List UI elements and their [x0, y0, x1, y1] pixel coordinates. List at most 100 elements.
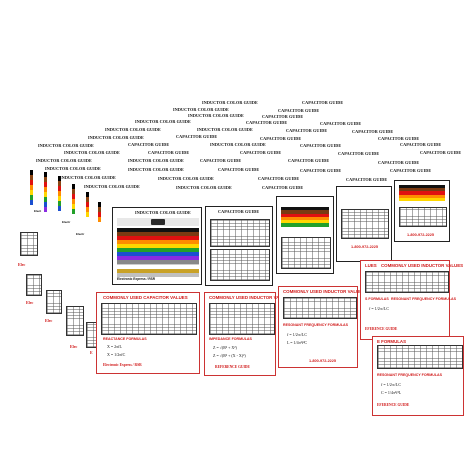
inductor-card-title: INDUCTOR COLOR GUIDE — [135, 210, 191, 215]
inductor-values-table — [209, 303, 275, 335]
title-capacitor-10: CAPACITOR GUIDE — [378, 136, 420, 141]
far-right-formula-1: f = 1/2π√LC — [381, 382, 402, 387]
impedance-title: IMPEDANCE FORMULAS — [209, 337, 252, 341]
capacitor-card-table-1 — [210, 219, 270, 247]
capacitor-card-back: 1-800-972-2225 — [336, 186, 392, 262]
title-inductor-3: INDUCTOR COLOR GUIDE — [188, 113, 244, 118]
inductor-values-title-2: COMMONLY USED INDUCTOR VALUES — [283, 289, 366, 294]
s-formulas-title: S FORMULAS — [365, 297, 389, 301]
title-capacitor-22: CAPACITOR GUIDE — [300, 168, 342, 173]
resonant-card: COMMONLY USED INDUCTOR VALUES RESONANT F… — [278, 286, 365, 368]
title-inductor-18: INDUCTOR COLOR GUIDE — [176, 185, 232, 190]
right-values-card: LUES COMMONLY USED INDUCTOR VALUES S FOR… — [360, 260, 463, 340]
title-capacitor-9: CAPACITOR GUIDE — [260, 136, 302, 141]
inductor-values-title: COMMONLY USED INDUCTOR VALUES — [209, 295, 292, 300]
title-inductor-1: INDUCTOR COLOR GUIDE — [202, 100, 258, 105]
far-right-formula-2: C = 1/4π²f²L — [381, 390, 402, 395]
phone-mid: 1-800-972-2225 — [309, 359, 337, 363]
strip-label-1: Elect — [34, 209, 42, 213]
mini-table-1 — [20, 232, 38, 256]
ref-guide-1: REFERENCE GUIDE — [215, 365, 250, 369]
capacitor-card-table-3 — [281, 237, 331, 269]
capacitor-card-front: CAPACITOR GUIDE — [205, 206, 273, 286]
title-inductor-2: INDUCTOR COLOR GUIDE — [173, 107, 229, 112]
title-inductor-9: INDUCTOR COLOR GUIDE — [210, 142, 266, 147]
strip-label-3: Electr — [76, 232, 85, 236]
right-formula-1: f = 1/2π√LC — [369, 306, 390, 311]
title-capacitor-11: CAPACITOR GUIDE — [128, 142, 170, 147]
reactance-formula-1: X = 2πfL — [107, 344, 122, 349]
far-right-table — [377, 345, 463, 369]
title-capacitor-19: CAPACITOR GUIDE — [288, 158, 330, 163]
title-inductor-13: INDUCTOR COLOR GUIDE — [45, 166, 101, 171]
inductor-card-brand: Electronic Express / RSR — [117, 277, 156, 281]
title-capacitor-1: CAPACITOR GUIDE — [302, 100, 344, 105]
resonant-title-2: RESONANT FREQUENCY FORMULAS — [391, 297, 457, 301]
lues-title: LUES — [365, 263, 377, 268]
title-inductor-11: INDUCTOR COLOR GUIDE — [36, 158, 92, 163]
inductor-values-title-3: COMMONLY USED INDUCTOR VALUES — [381, 263, 464, 268]
capacitor-color-block-2 — [399, 185, 445, 201]
title-capacitor-12: CAPACITOR GUIDE — [300, 143, 342, 148]
title-capacitor-16: CAPACITOR GUIDE — [338, 151, 380, 156]
title-inductor-14: INDUCTOR COLOR GUIDE — [128, 167, 184, 172]
capacitor-card-table-2 — [210, 249, 270, 281]
ref-guide-3: EFERENCE GUIDE — [377, 403, 410, 407]
inductor-values-table-2 — [283, 297, 357, 319]
title-capacitor-7: CAPACITOR GUIDE — [352, 129, 394, 134]
title-capacitor-24: CAPACITOR GUIDE — [258, 176, 300, 181]
inductor-card-front: INDUCTOR COLOR GUIDE Electronic Express … — [112, 207, 202, 285]
title-inductor-8: INDUCTOR COLOR GUIDE — [38, 143, 94, 148]
red-label-2: Elec — [26, 300, 34, 305]
red-label-4: Elec — [70, 344, 78, 349]
title-capacitor-25: CAPACITOR GUIDE — [346, 177, 388, 182]
reactance-title: REACTANCE FORMULAS — [103, 337, 147, 341]
title-inductor-10: INDUCTOR COLOR GUIDE — [64, 150, 120, 155]
title-capacitor-2: CAPACITOR GUIDE — [278, 108, 320, 113]
title-capacitor-26: CAPACITOR GUIDE — [262, 185, 304, 190]
mini-table-4 — [66, 306, 84, 336]
capacitor-values-title: COMMONLY USED CAPACITOR VALUES — [103, 295, 188, 300]
title-capacitor-6: CAPACITOR GUIDE — [286, 128, 328, 133]
capacitor-card-table-5 — [399, 207, 447, 227]
title-inductor-15: INDUCTOR COLOR GUIDE — [60, 175, 116, 180]
title-inductor-17: INDUCTOR COLOR GUIDE — [84, 184, 140, 189]
title-capacitor-15: CAPACITOR GUIDE — [240, 150, 282, 155]
capacitor-card-mid — [276, 196, 334, 274]
title-capacitor-17: CAPACITOR GUIDE — [420, 150, 462, 155]
mini-table-3 — [46, 290, 62, 314]
title-capacitor-23: CAPACITOR GUIDE — [390, 168, 432, 173]
title-inductor-7: INDUCTOR COLOR GUIDE — [88, 135, 144, 140]
title-capacitor-5: CAPACITOR GUIDE — [320, 121, 362, 126]
ref-guide-2: EFERENCE GUIDE — [365, 327, 398, 331]
title-inductor-4: INDUCTOR COLOR GUIDE — [135, 119, 191, 124]
title-capacitor-4: CAPACITOR GUIDE — [246, 120, 288, 125]
red-label-3: Elec — [45, 318, 53, 323]
resonant-formula: f = 1/2π√LC — [287, 332, 308, 337]
right-values-table — [365, 271, 449, 293]
inductor-color-table — [117, 228, 199, 277]
title-capacitor-21: CAPACITOR GUIDE — [218, 167, 260, 172]
capacitor-card-table-4 — [341, 209, 389, 239]
title-capacitor-13: CAPACITOR GUIDE — [400, 142, 442, 147]
resonant-title: RESONANT FREQUENCY FORMULAS — [283, 323, 349, 327]
capacitor-color-block — [281, 207, 329, 227]
title-inductor-5: INDUCTOR COLOR GUIDE — [105, 127, 161, 132]
capacitor-values-card: COMMONLY USED CAPACITOR VALUES REACTANCE… — [96, 292, 200, 374]
inductor-values-card: COMMONLY USED INDUCTOR VALUES IMPEDANCE … — [204, 292, 291, 376]
capacitor-card-phone-2: 1-800-972-2225 — [407, 233, 435, 237]
capacitor-values-table — [101, 303, 197, 335]
red-label-1: Elec — [18, 262, 26, 267]
values-brand: Electronic Express / RSR — [103, 363, 142, 367]
title-capacitor-8: CAPACITOR GUIDE — [176, 134, 218, 139]
red-label-5: E — [90, 350, 93, 355]
resonant-formula-2: L = 1/4π²f²C — [287, 340, 308, 345]
e-formulas-title: E FORMULAS — [377, 339, 407, 344]
resonant-title-3: RESONANT FREQUENCY FORMULAS — [377, 373, 443, 377]
mini-table-2 — [26, 274, 42, 296]
capacitor-card-title: CAPACITOR GUIDE — [218, 209, 260, 214]
impedance-formula-2: Z = √(R² + (X - X)²) — [213, 353, 246, 358]
far-right-card: E FORMULAS RESONANT FREQUENCY FORMULAS f… — [372, 336, 464, 416]
title-capacitor-3: CAPACITOR GUIDE — [262, 114, 304, 119]
capacitor-card-far-right: 1-800-972-2225 — [394, 180, 450, 242]
